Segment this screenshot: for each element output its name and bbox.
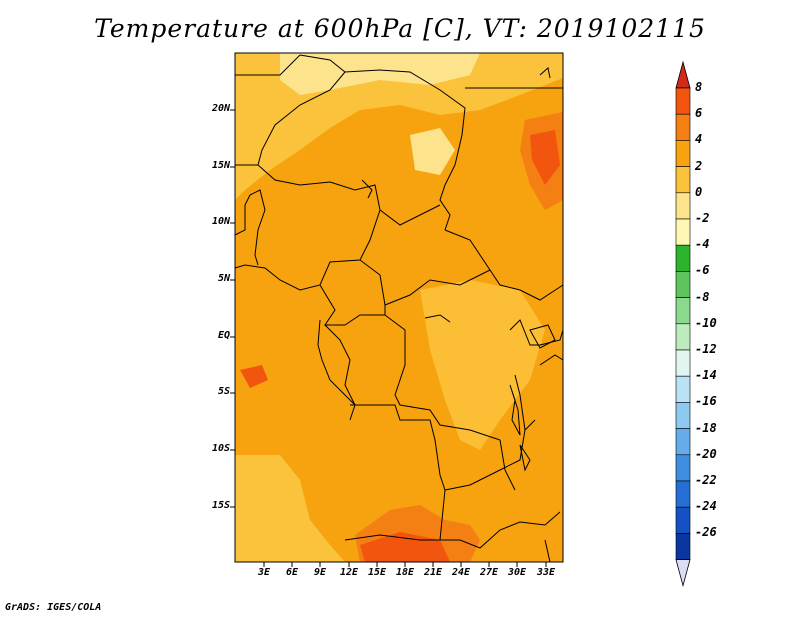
colorbar-level-label: -14: [695, 368, 717, 383]
longitude-label: 24E: [451, 567, 471, 578]
colorbar-level-label: -2: [695, 211, 710, 225]
latitude-label: 20N: [211, 103, 230, 114]
field-hot-patch-west: [240, 365, 268, 388]
lake-outline: [519, 444, 531, 472]
colorbar-level-label: 8: [695, 80, 703, 94]
border-line: [350, 404, 446, 491]
longitude-label: 9E: [313, 567, 327, 578]
border-line: [324, 324, 356, 421]
longitude-label: 3E: [257, 567, 271, 578]
colorbar-level-label: -4: [695, 237, 710, 252]
colorbar-swatch: [675, 244, 691, 272]
latitude-label: 10N: [211, 216, 230, 227]
colorbar-level-label: -24: [695, 499, 717, 514]
colorbar-level-label: -16: [695, 394, 717, 409]
colorbar-swatch: [675, 506, 691, 534]
border-line: [257, 71, 346, 166]
colorbar-swatch: [675, 428, 691, 456]
colorbar-level-label: -20: [695, 446, 717, 461]
field-moderate-east: [420, 280, 545, 450]
field-cool-patch: [410, 128, 455, 175]
colorbar-swatch: [675, 218, 691, 246]
colorbar-top-arrow: [675, 60, 691, 89]
colorbar-level-label: -6: [695, 263, 710, 278]
colorbar-swatch: [675, 271, 691, 298]
latitude-label: 5N: [217, 273, 230, 284]
temperature-field: [235, 53, 563, 562]
longitude-label: 33E: [536, 567, 556, 578]
colorbar-level-label: -8: [695, 289, 710, 304]
colorbar-swatch: [675, 349, 691, 377]
country-borders: [234, 54, 564, 563]
border-line: [444, 419, 536, 491]
colorbar-level-label: -10: [695, 315, 717, 330]
border-line: [235, 164, 381, 211]
border-line: [384, 314, 501, 441]
coastline: [539, 67, 551, 79]
colorbar-level-label: 0: [695, 184, 703, 199]
border-line: [544, 539, 551, 563]
coastline: [234, 189, 266, 266]
grads-credit: GrADS: IGES/COLA: [5, 602, 102, 613]
border-line: [444, 229, 564, 301]
border-line: [235, 54, 301, 76]
field-moderate-southwest: [235, 455, 345, 562]
longitude-label: 15E: [367, 567, 387, 578]
colorbar-swatch: [675, 533, 691, 560]
latitude-label: 5S: [217, 386, 230, 397]
colorbar-bottom-arrow: [675, 559, 691, 588]
lake-outline: [529, 324, 556, 349]
colorbar-level-label: 4: [695, 132, 703, 147]
border-line: [514, 374, 526, 431]
colorbar-level-label: -18: [695, 420, 717, 435]
colorbar-swatch: [675, 375, 691, 403]
lake-outline: [361, 179, 373, 199]
latitude-label: 15N: [211, 160, 230, 171]
longitude-label: 6E: [285, 567, 299, 578]
axis-ticks: [230, 109, 547, 567]
colorbar-swatch: [675, 87, 691, 115]
lake-outline: [509, 384, 521, 436]
longitude-label: 30E: [507, 567, 527, 578]
border-line: [234, 209, 381, 291]
colorbar-swatch: [675, 297, 691, 325]
colorbar-swatch: [675, 454, 691, 482]
latitude-label: 10S: [211, 443, 230, 454]
longitude-label: 27E: [479, 567, 499, 578]
latitude-label: 15S: [211, 500, 230, 511]
border-line: [379, 204, 441, 226]
colorbar-level-label: -26: [695, 525, 717, 540]
map-frame: [234, 52, 564, 563]
colorbar-swatch: [675, 192, 691, 220]
border-line: [499, 439, 516, 491]
colorbar-level-label: -12: [695, 342, 717, 356]
colorbar-swatch: [675, 402, 691, 429]
colorbar: [675, 60, 691, 588]
border-line: [344, 511, 561, 549]
colorbar-level-label: -22: [695, 473, 717, 487]
colorbar-level-label: 2: [695, 158, 703, 173]
colorbar-swatch: [675, 140, 691, 167]
colorbar-level-label: 6: [695, 106, 703, 121]
coastline: [317, 319, 356, 406]
longitude-label: 21E: [423, 567, 443, 578]
colorbar-swatch: [675, 480, 691, 508]
longitude-label: 18E: [395, 567, 415, 578]
latitude-label: EQ: [217, 330, 230, 341]
border-line: [439, 489, 446, 541]
colorbar-swatch: [675, 166, 691, 194]
border-line: [509, 319, 564, 346]
map-title: Temperature at 600hPa [C], VT: 201910211…: [94, 14, 706, 43]
colorbar-swatch: [675, 113, 691, 141]
border-line: [359, 259, 491, 306]
border-line: [539, 354, 564, 366]
colorbar-swatch: [675, 323, 691, 351]
river-outline: [424, 314, 451, 323]
field-hotter-northeast: [530, 130, 560, 185]
longitude-label: 12E: [339, 567, 359, 578]
